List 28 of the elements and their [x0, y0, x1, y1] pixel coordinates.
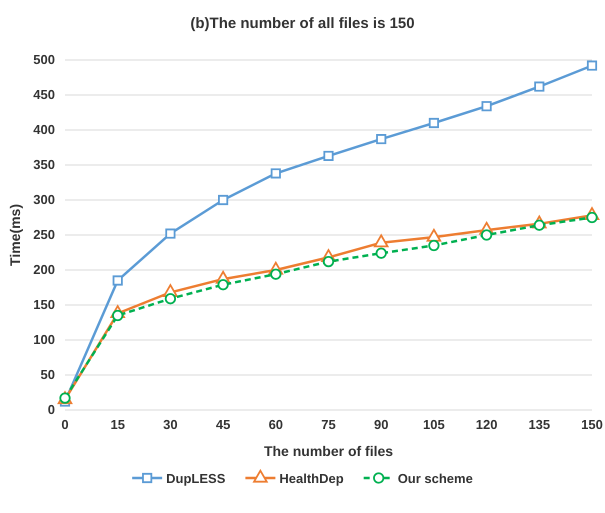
- y-tick-label: 0: [48, 402, 55, 418]
- x-tick-label: 30: [163, 417, 178, 432]
- x-tick-label: 105: [423, 417, 445, 432]
- y-tick-label: 150: [33, 297, 55, 312]
- x-axis-title: The number of files: [264, 443, 394, 459]
- y-tick-label: 250: [33, 227, 55, 242]
- x-tick-label: 60: [268, 417, 284, 432]
- y-tick-label: 50: [40, 367, 55, 382]
- y-axis-title: Time(ms): [7, 204, 23, 266]
- x-tick-label: 135: [528, 417, 550, 432]
- x-tick-label: 75: [321, 417, 336, 432]
- legend-label: HealthDep: [279, 471, 344, 486]
- y-tick-label: 400: [33, 122, 55, 138]
- y-tick-label: 500: [33, 52, 55, 68]
- y-tick-label: 100: [33, 332, 55, 348]
- x-tick-label: 15: [110, 417, 125, 432]
- x-tick-label: 150: [581, 417, 603, 432]
- x-tick-label: 90: [374, 417, 388, 432]
- y-tick-label: 450: [33, 87, 55, 102]
- chart-title: (b)The number of all files is 150: [190, 15, 415, 32]
- legend-label: Our scheme: [398, 471, 473, 486]
- y-tick-label: 200: [33, 262, 55, 278]
- y-tick-label: 350: [33, 157, 55, 172]
- legend-label: DupLESS: [166, 471, 226, 486]
- x-tick-label: 120: [476, 417, 498, 432]
- x-tick-label: 0: [61, 417, 69, 432]
- x-tick-label: 45: [216, 417, 230, 432]
- y-tick-label: 300: [33, 192, 55, 208]
